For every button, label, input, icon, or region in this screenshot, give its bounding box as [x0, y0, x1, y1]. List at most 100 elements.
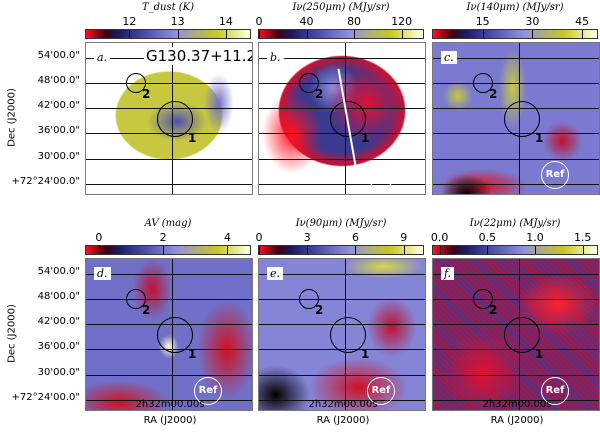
colorbar-tick-label: 12	[122, 15, 137, 28]
colorbar-tick-label: 40	[299, 15, 314, 28]
clump-2-circle	[473, 289, 493, 309]
colorbar-tick-label: 120	[391, 15, 413, 28]
grid-line	[259, 159, 425, 160]
grid-line	[433, 184, 599, 185]
grid-line	[259, 184, 425, 185]
clump-1-label: 1	[188, 131, 197, 145]
colorbar-tick	[403, 246, 405, 254]
dec-tick-label: 30'00.0"	[37, 151, 80, 162]
clump-1-circle	[504, 101, 540, 137]
colorbar-tick-label: 4	[223, 231, 231, 244]
clump-1-label: 1	[535, 347, 544, 361]
colorbar-tick	[401, 30, 403, 38]
ra-tick-label: 2h32m00.00s	[135, 399, 205, 410]
map-panel-d: 2 1 Ref d.	[85, 258, 253, 411]
panel-letter: d.	[94, 267, 111, 280]
colorbar-tick-label: 0	[255, 15, 263, 28]
colorbar-tick	[177, 30, 179, 38]
grid-line	[433, 83, 599, 84]
map-panel-f: 2 1 Ref f.	[432, 258, 600, 411]
map-panel-b: 2 1 Ref b.	[258, 42, 426, 195]
dec-tick-label: +72°24'00.0"	[11, 392, 80, 403]
map-panel-c: 2 1 Ref c.	[432, 42, 600, 195]
panel-letter: b.	[267, 51, 284, 64]
grid-line	[86, 400, 252, 401]
ra-axis-label: RA (J2000)	[316, 415, 370, 426]
clump-1-label: 1	[188, 347, 197, 361]
colorbar-tick	[163, 246, 165, 254]
colorbar-tick-label: 2	[159, 231, 167, 244]
colorbar-title: Iν(140μm) (MJy/sr)	[466, 2, 564, 13]
clump-2-label: 2	[315, 303, 324, 317]
grid-line	[259, 299, 425, 300]
ra-axis-label: RA (J2000)	[490, 415, 544, 426]
colorbar-tick	[129, 30, 131, 38]
colorbar-tick-label: 0.0	[430, 231, 449, 244]
colorbar-tick-label: 0	[95, 231, 103, 244]
colorbar-title: Iν(22μm) (MJy/sr)	[469, 218, 561, 229]
colorbar: 15 30 45	[432, 15, 598, 39]
colorbar-tick	[354, 30, 356, 38]
grid-line	[259, 274, 425, 275]
colorbar: 0 3 6 9	[256, 231, 424, 255]
map-panel-a: 2 1 a. G130.37+11.26	[85, 42, 253, 195]
grid-line	[86, 274, 252, 275]
dec-tick-label: 48'00.0"	[37, 291, 80, 302]
colorbar-title: Iν(90μm) (MJy/sr)	[295, 218, 387, 229]
grid-line	[433, 274, 599, 275]
clump-1-label: 1	[535, 131, 544, 145]
reference-region: Ref	[367, 161, 395, 189]
grid-line	[433, 400, 599, 401]
colorbar-title: AV (mag)	[144, 218, 192, 229]
colorbar: 0 40 80 120	[256, 15, 424, 39]
colorbar: 0.0 0.5 1.0 1.5	[431, 231, 598, 255]
reference-region: Ref	[194, 377, 222, 405]
dec-axis-label: Dec (J2000)	[6, 88, 18, 147]
grid-line	[86, 299, 252, 300]
reference-region: Ref	[541, 377, 569, 405]
ra-axis-label: RA (J2000)	[143, 415, 197, 426]
clump-1-label: 1	[361, 347, 370, 361]
colorbar-tick-label: 0.5	[478, 231, 497, 244]
colorbar-tick-label: 6	[351, 231, 359, 244]
colorbar-tick-label: 9	[400, 231, 408, 244]
grid-line	[86, 83, 252, 84]
clump-2-label: 2	[489, 303, 498, 317]
colorbar-tick-label: 80	[347, 15, 362, 28]
source-title: G130.37+11.26	[144, 47, 252, 65]
grid-line	[433, 58, 599, 59]
dec-tick-label: 48'00.0"	[37, 75, 80, 86]
panel-letter: a.	[94, 51, 111, 64]
colorbar: 12 13 14	[85, 15, 251, 39]
colorbar-tick	[535, 246, 537, 254]
clump-1-label: 1	[361, 131, 370, 145]
dec-tick-label: 54'00.0"	[37, 266, 80, 277]
clump-1-circle	[157, 317, 193, 353]
colorbar-tick	[582, 246, 584, 254]
colorbar-tick-label: 30	[525, 15, 540, 28]
dec-tick-label: 36'00.0"	[37, 125, 80, 136]
colorbar-tick-label: 13	[170, 15, 185, 28]
colorbar-tick	[582, 30, 584, 38]
clump-2-circle	[126, 289, 146, 309]
colorbar-tick	[355, 246, 357, 254]
ra-tick-label: 2h32m00.00s	[482, 399, 552, 410]
grid-line	[259, 375, 425, 376]
clump-2-label: 2	[489, 87, 498, 101]
colorbar-tick	[259, 30, 260, 38]
clump-1-circle	[330, 317, 366, 353]
panel-letter: e.	[267, 267, 284, 280]
colorbar-title: Iν(250μm) (MJy/sr)	[292, 2, 390, 13]
colorbar: 0 2 4	[85, 231, 251, 255]
ra-tick-label: 2h32m00.00s	[308, 399, 378, 410]
clump-2-label: 2	[142, 87, 151, 101]
grid-line	[86, 184, 252, 185]
clump-1-circle	[330, 101, 366, 137]
clump-2-circle	[299, 289, 319, 309]
grid-line	[86, 375, 252, 376]
dec-tick-label: 42'00.0"	[37, 316, 80, 327]
colorbar-tick-label: 0	[255, 231, 263, 244]
grid-line	[433, 159, 599, 160]
reference-region: Ref	[541, 161, 569, 189]
colorbar-tick	[482, 30, 484, 38]
